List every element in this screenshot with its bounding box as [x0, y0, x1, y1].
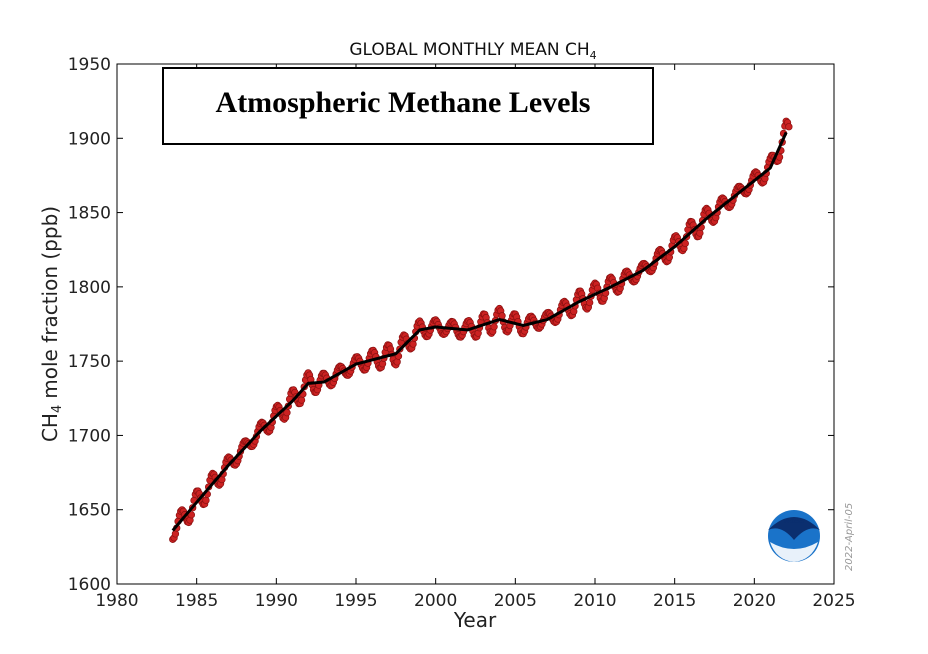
data-point	[586, 298, 594, 307]
noaa-logo-icon: NOAA	[768, 510, 820, 562]
y-tick-label: 1650	[68, 501, 111, 521]
x-tick-label: 2010	[573, 591, 616, 611]
y-axis-title: CH4mole fraction (ppb)	[38, 206, 65, 442]
trend-line	[171, 131, 788, 532]
x-tick-label: 1980	[95, 591, 138, 611]
y-tick-label: 1850	[68, 204, 111, 224]
data-point	[785, 123, 793, 131]
x-tick-label: 1985	[175, 591, 218, 611]
data-point	[171, 530, 180, 538]
data-point	[297, 396, 306, 404]
x-tick-label: 2005	[494, 591, 537, 611]
y-tick-label: 1800	[68, 278, 111, 298]
axis-ticks: 1980 1985 1990 1995 2000 2005 2010 2015 2020 2025…	[68, 55, 856, 611]
x-tick-label: 2015	[653, 591, 696, 611]
chart-title: GLOBAL MONTHLY MEAN CH4	[349, 40, 596, 62]
y-tick-label: 1750	[68, 352, 111, 372]
data-point	[202, 496, 210, 504]
y-tick-label: 1900	[68, 129, 111, 149]
data-point	[187, 511, 196, 519]
x-tick-label: 2025	[812, 591, 855, 611]
annotation-box	[162, 67, 654, 145]
monthly-points	[169, 117, 793, 543]
date-stamp: 2022-April-05	[844, 503, 855, 571]
data-point	[490, 323, 498, 331]
y-tick-label: 1600	[68, 575, 111, 595]
x-tick-label: 2000	[414, 591, 457, 611]
x-tick-label: 1995	[334, 591, 377, 611]
plot-area	[116, 63, 835, 585]
x-tick-label: 1990	[255, 591, 298, 611]
noaa-logo-text: NOAA	[784, 518, 804, 525]
x-tick-label: 2020	[733, 591, 776, 611]
data-point	[681, 239, 689, 248]
annotation-text: Atmospheric Methane Levels	[216, 86, 591, 119]
x-axis-title: Year	[453, 608, 497, 632]
y-tick-label: 1700	[68, 426, 111, 446]
y-tick-label: 1950	[68, 55, 111, 75]
